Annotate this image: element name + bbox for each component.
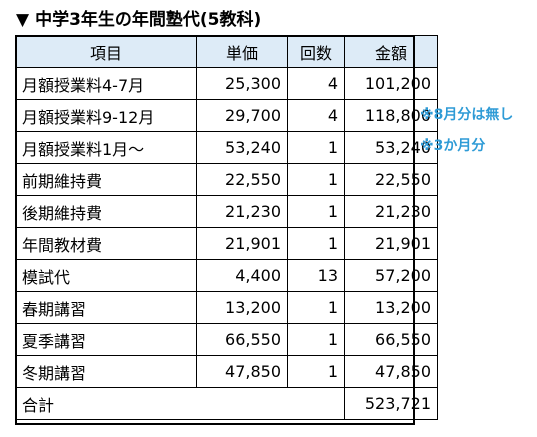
cell-unit-price: 66,550 xyxy=(196,323,288,356)
cell-count: 1 xyxy=(287,163,345,196)
column-header-amount: 金額 xyxy=(344,35,438,68)
total-row: 合計 523,721 xyxy=(15,387,438,420)
title-text: 中学3年生の年間塾代(5教科) xyxy=(35,10,262,30)
total-label: 合計 xyxy=(15,387,345,420)
column-header-count: 回数 xyxy=(287,35,345,68)
cell-count: 4 xyxy=(287,67,345,100)
cell-amount: 22,550 xyxy=(344,163,438,196)
cell-count: 1 xyxy=(287,323,345,356)
cell-amount: 53,240 xyxy=(344,131,438,164)
cell-item: 年間教材費 xyxy=(15,227,197,260)
cell-count: 1 xyxy=(287,291,345,324)
cell-count: 13 xyxy=(287,259,345,292)
cell-item: 月額授業料9-12月 xyxy=(15,99,197,132)
table-row: 冬期講習 47,850 1 47,850 xyxy=(15,355,438,388)
table-row: 模試代 4,400 13 57,200 xyxy=(15,259,438,292)
cell-item: 夏季講習 xyxy=(15,323,197,356)
cell-amount: 47,850 xyxy=(344,355,438,388)
cell-item: 冬期講習 xyxy=(15,355,197,388)
triangle-down-icon: ▼ xyxy=(16,10,30,30)
cell-amount: 57,200 xyxy=(344,259,438,292)
cell-amount: 13,200 xyxy=(344,291,438,324)
cell-unit-price: 21,901 xyxy=(196,227,288,260)
cell-unit-price: 25,300 xyxy=(196,67,288,100)
cell-item: 月額授業料1月～ xyxy=(15,131,197,164)
table-row: 月額授業料9-12月 29,700 4 118,800 xyxy=(15,99,438,132)
page-title: ▼ 中学3年生の年間塾代(5教科) xyxy=(16,6,261,34)
cell-unit-price: 4,400 xyxy=(196,259,288,292)
cell-count: 1 xyxy=(287,195,345,228)
column-header-item: 項目 xyxy=(15,35,197,68)
cell-unit-price: 53,240 xyxy=(196,131,288,164)
cell-amount: 21,230 xyxy=(344,195,438,228)
cell-count: 1 xyxy=(287,131,345,164)
cell-count: 1 xyxy=(287,227,345,260)
cell-item: 春期講習 xyxy=(15,291,197,324)
cell-unit-price: 13,200 xyxy=(196,291,288,324)
cell-item: 後期維持費 xyxy=(15,195,197,228)
cell-unit-price: 29,700 xyxy=(196,99,288,132)
cell-amount: 101,200 xyxy=(344,67,438,100)
table-row: 月額授業料4-7月 25,300 4 101,200 xyxy=(15,67,438,100)
cell-unit-price: 47,850 xyxy=(196,355,288,388)
cell-amount: 21,901 xyxy=(344,227,438,260)
cell-item: 前期維持費 xyxy=(15,163,197,196)
fee-table: 項目 単価 回数 金額 月額授業料4-7月 25,300 4 101,200 月… xyxy=(15,35,438,420)
cell-item: 模試代 xyxy=(15,259,197,292)
table-row: 春期講習 13,200 1 13,200 xyxy=(15,291,438,324)
note-three-months: ※3か月分 xyxy=(420,138,486,154)
table-row: 前期維持費 22,550 1 22,550 xyxy=(15,163,438,196)
column-header-unit-price: 単価 xyxy=(196,35,288,68)
cell-amount: 66,550 xyxy=(344,323,438,356)
table-row: 後期維持費 21,230 1 21,230 xyxy=(15,195,438,228)
cell-item: 月額授業料4-7月 xyxy=(15,67,197,100)
cell-unit-price: 21,230 xyxy=(196,195,288,228)
cell-unit-price: 22,550 xyxy=(196,163,288,196)
table-row: 年間教材費 21,901 1 21,901 xyxy=(15,227,438,260)
table-header-row: 項目 単価 回数 金額 xyxy=(15,35,438,68)
cell-count: 4 xyxy=(287,99,345,132)
cell-count: 1 xyxy=(287,355,345,388)
total-value: 523,721 xyxy=(344,387,438,420)
note-august: ※8月分は無し xyxy=(420,107,514,123)
table-row: 夏季講習 66,550 1 66,550 xyxy=(15,323,438,356)
table-row: 月額授業料1月～ 53,240 1 53,240 xyxy=(15,131,438,164)
